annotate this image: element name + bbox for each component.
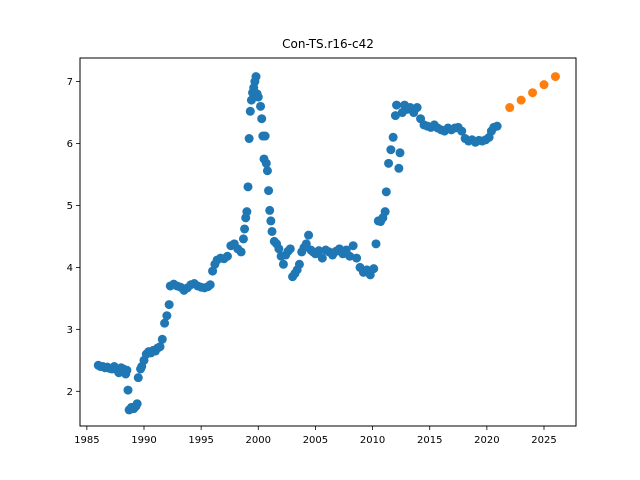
history-point bbox=[160, 318, 170, 328]
history-point bbox=[285, 244, 295, 254]
y-tick-label: 5 bbox=[67, 201, 73, 212]
history-point bbox=[348, 241, 358, 251]
data-points bbox=[93, 72, 560, 415]
history-point bbox=[352, 253, 362, 263]
history-point bbox=[392, 100, 402, 110]
history-point bbox=[304, 230, 314, 240]
history-point bbox=[278, 259, 288, 269]
history-point bbox=[157, 334, 167, 344]
history-point bbox=[394, 163, 404, 173]
x-tick-label: 1995 bbox=[188, 435, 213, 446]
y-tick-label: 2 bbox=[67, 387, 73, 398]
forecast-point bbox=[528, 88, 538, 98]
history-point bbox=[264, 186, 274, 196]
history-point bbox=[457, 126, 467, 136]
x-tick-label: 2025 bbox=[531, 435, 556, 446]
history-point bbox=[251, 72, 261, 82]
history-point bbox=[386, 145, 396, 155]
y-tick-label: 7 bbox=[67, 77, 73, 88]
x-tick-label: 2015 bbox=[417, 435, 442, 446]
history-point bbox=[317, 253, 327, 263]
y-tick-label: 6 bbox=[67, 139, 73, 150]
history-point bbox=[294, 259, 304, 269]
x-tick-label: 2020 bbox=[474, 435, 499, 446]
history-point bbox=[380, 207, 390, 217]
history-point bbox=[395, 148, 405, 158]
history-point bbox=[245, 106, 255, 116]
history-point bbox=[257, 114, 267, 124]
history-point bbox=[133, 373, 143, 383]
history-point bbox=[222, 251, 232, 261]
history-point bbox=[242, 207, 252, 217]
history-point bbox=[256, 101, 266, 111]
history-point bbox=[390, 111, 400, 121]
history-point bbox=[265, 205, 275, 215]
x-tick-label: 2010 bbox=[360, 435, 385, 446]
forecast-point bbox=[539, 80, 549, 90]
history-point bbox=[314, 246, 324, 256]
history-point bbox=[412, 103, 422, 113]
history-point bbox=[260, 131, 270, 141]
history-point bbox=[246, 95, 256, 105]
history-point bbox=[240, 224, 250, 234]
history-point bbox=[369, 264, 379, 274]
forecast-point bbox=[505, 103, 515, 113]
history-point bbox=[238, 234, 248, 244]
x-tick-label: 2005 bbox=[303, 435, 328, 446]
history-point bbox=[267, 226, 277, 236]
history-point bbox=[243, 182, 253, 192]
history-point bbox=[208, 266, 218, 276]
y-axis: 2 3 4 5 6 7 bbox=[67, 77, 80, 398]
history-point bbox=[371, 239, 381, 249]
history-point bbox=[274, 244, 284, 254]
history-point bbox=[155, 342, 165, 352]
history-point bbox=[122, 365, 132, 375]
history-point bbox=[384, 158, 394, 168]
history-point bbox=[301, 239, 311, 249]
history-point bbox=[162, 311, 172, 321]
plot-area bbox=[80, 58, 576, 426]
y-tick-label: 3 bbox=[67, 325, 73, 336]
history-point bbox=[123, 385, 133, 395]
x-tick-label: 1985 bbox=[74, 435, 99, 446]
history-point bbox=[345, 251, 355, 261]
history-point bbox=[236, 247, 246, 257]
history-point bbox=[261, 158, 271, 168]
history-point bbox=[266, 216, 276, 226]
plot-frame bbox=[79, 57, 577, 427]
history-point bbox=[132, 399, 142, 409]
history-point bbox=[253, 92, 263, 102]
history-point bbox=[381, 187, 391, 197]
forecast-point bbox=[550, 72, 560, 82]
x-tick-label: 2000 bbox=[246, 435, 271, 446]
history-point bbox=[205, 280, 215, 290]
x-axis: 1985 1990 1995 2000 2005 2010 2015 2020 2025 bbox=[74, 426, 557, 446]
history-point bbox=[492, 121, 502, 131]
history-point bbox=[164, 300, 174, 310]
history-point bbox=[388, 132, 398, 142]
history-point bbox=[262, 166, 272, 176]
y-tick-label: 4 bbox=[67, 263, 73, 274]
chart-title: Con-TS.r16-c42 bbox=[282, 37, 374, 51]
history-point bbox=[244, 134, 254, 144]
forecast-point bbox=[516, 95, 526, 105]
x-tick-label: 1990 bbox=[131, 435, 156, 446]
